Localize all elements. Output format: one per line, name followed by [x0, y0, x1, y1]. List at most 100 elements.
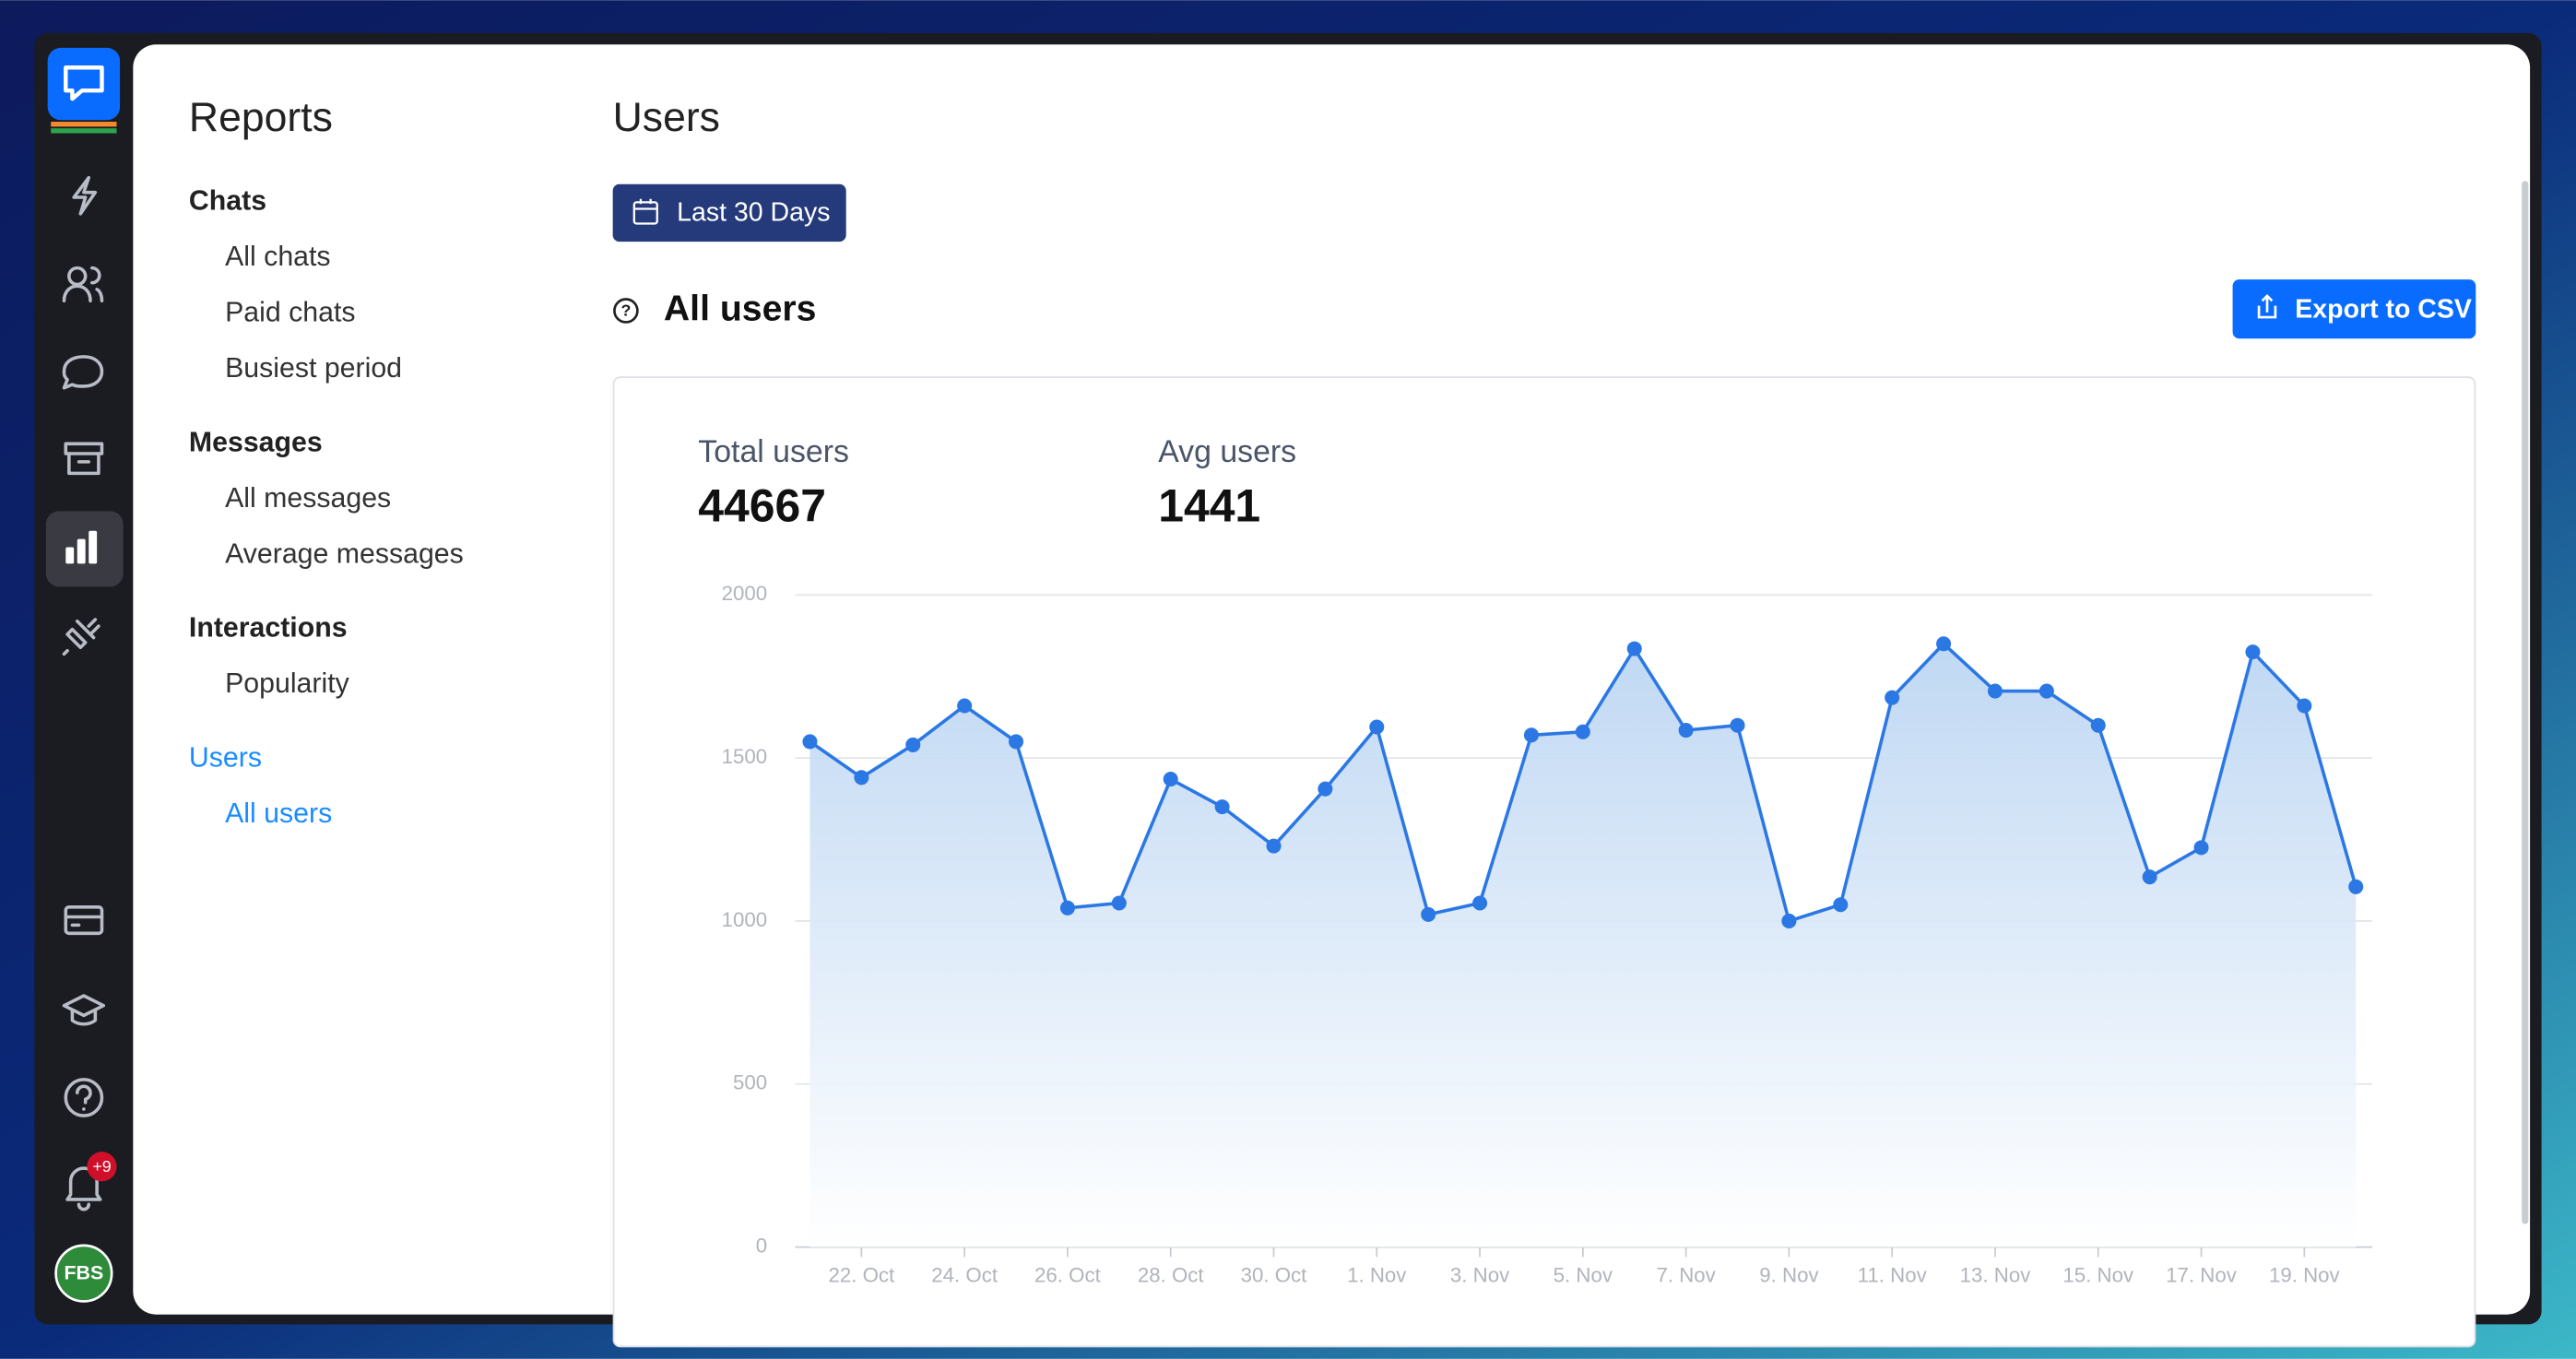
x-tick-label: 19. Nov — [2269, 1264, 2341, 1287]
y-tick-label: 2000 — [722, 582, 768, 605]
logo-stripe — [51, 128, 117, 134]
point — [1009, 734, 1024, 750]
x-tick-label: 1. Nov — [1347, 1264, 1407, 1287]
point — [2193, 840, 2209, 856]
x-tick-label: 24. Oct — [931, 1264, 998, 1287]
point — [802, 734, 818, 750]
export-text: Export to CSV — [2295, 294, 2472, 324]
stat-value: 1441 — [1158, 480, 1260, 532]
nav-icon[interactable] — [64, 905, 104, 936]
date-button[interactable] — [612, 183, 846, 242]
nav-heading: Chats — [189, 185, 266, 216]
x-tick-label: 11. Nov — [1858, 1264, 1928, 1287]
point — [2348, 879, 2364, 894]
nav-icon[interactable] — [62, 618, 100, 656]
avatar-text: FBS — [65, 1262, 104, 1284]
help-icon[interactable]: ? — [613, 298, 639, 324]
nav-icon[interactable] — [64, 442, 104, 476]
badge — [87, 1152, 117, 1182]
logo[interactable] — [47, 47, 121, 121]
point — [905, 737, 921, 752]
nav-heading: Messages — [189, 427, 323, 457]
logo-stripe — [51, 122, 117, 127]
export-icon — [2257, 294, 2277, 319]
section-title: All users — [664, 289, 817, 328]
point — [1730, 717, 1745, 733]
export-button[interactable] — [2232, 279, 2476, 339]
nav-icon[interactable] — [62, 355, 104, 390]
y-tick-label: 0 — [756, 1235, 767, 1258]
nav-item[interactable]: Average messages — [225, 538, 464, 569]
point — [1111, 895, 1127, 911]
svg-text:?: ? — [620, 301, 631, 320]
point — [957, 698, 973, 714]
nav-heading: Interactions — [189, 613, 348, 644]
x-tick-label: 13. Nov — [1960, 1264, 2032, 1287]
point — [1266, 838, 1282, 854]
point — [1523, 727, 1539, 743]
point — [1369, 719, 1385, 735]
point — [1885, 690, 1900, 705]
point — [2297, 698, 2312, 714]
nav-icon[interactable] — [62, 994, 106, 1026]
x-tick-label: 7. Nov — [1656, 1264, 1716, 1287]
point — [1163, 772, 1178, 787]
nav-icon — [65, 530, 98, 564]
point — [1936, 636, 1952, 652]
badge-text: +9 — [92, 1157, 111, 1176]
nav-item[interactable]: All chats — [225, 242, 330, 272]
point — [1987, 683, 2003, 699]
logo-icon — [64, 65, 104, 101]
point — [1626, 641, 1642, 656]
y-tick-label: 1500 — [722, 745, 768, 768]
sidebar-title: Reports — [189, 95, 333, 140]
point — [1421, 906, 1436, 922]
calendar-icon — [632, 198, 658, 225]
nav-heading: Users — [189, 742, 262, 773]
avatar[interactable] — [54, 1244, 113, 1303]
nav-item[interactable]: Popularity — [225, 668, 350, 699]
nav-icon[interactable] — [72, 175, 98, 216]
scrollbar — [2522, 181, 2529, 1224]
point — [854, 770, 869, 786]
sidebar-nav: Chats All chats Paid chats Busiest period Me… — [189, 185, 464, 829]
nav-icon[interactable] — [64, 1078, 104, 1117]
nav-item[interactable]: All messages — [225, 483, 391, 514]
x-tick-label: 15. Nov — [2062, 1264, 2134, 1287]
nav-item[interactable]: All users — [225, 798, 332, 829]
point — [1318, 781, 1333, 797]
point — [1472, 895, 1488, 911]
point — [1214, 799, 1230, 815]
point — [1575, 724, 1590, 739]
point — [2245, 644, 2261, 660]
x-tick-label: 22. Oct — [828, 1264, 895, 1287]
y-tick-label: 1000 — [722, 908, 768, 931]
point — [2142, 869, 2157, 885]
date-button-text: Last 30 Days — [677, 197, 830, 227]
page-title: Users — [613, 95, 720, 140]
x-tick-label: 17. Nov — [2166, 1264, 2238, 1287]
x-tick-label: 30. Oct — [1241, 1264, 1308, 1287]
x-tick-label: 3. Nov — [1450, 1264, 1510, 1287]
x-tick-label: 26. Oct — [1034, 1264, 1102, 1287]
point — [2038, 683, 2054, 699]
point — [1059, 900, 1075, 916]
nav-icon[interactable] — [62, 266, 104, 303]
x-tick-label: 5. Nov — [1554, 1264, 1613, 1287]
point — [2090, 717, 2106, 733]
rail: +9 FBS — [45, 47, 124, 1303]
point — [1833, 897, 1849, 913]
point — [1678, 723, 1694, 739]
stat-value: 44667 — [698, 480, 826, 532]
chart: 0 500 1000 1500 2000 22. Oct 24. Oct 26. Oct 28.… — [722, 582, 2373, 1287]
y-tick-label: 500 — [733, 1071, 767, 1094]
stat-label: Total users — [698, 434, 849, 469]
nav-item[interactable]: Busiest period — [225, 353, 402, 384]
stat-label: Avg users — [1158, 434, 1296, 469]
nav-item[interactable]: Paid chats — [225, 298, 355, 328]
x-tick-label: 9. Nov — [1759, 1264, 1819, 1287]
x-tick-label: 28. Oct — [1138, 1264, 1205, 1287]
point — [1781, 913, 1797, 928]
